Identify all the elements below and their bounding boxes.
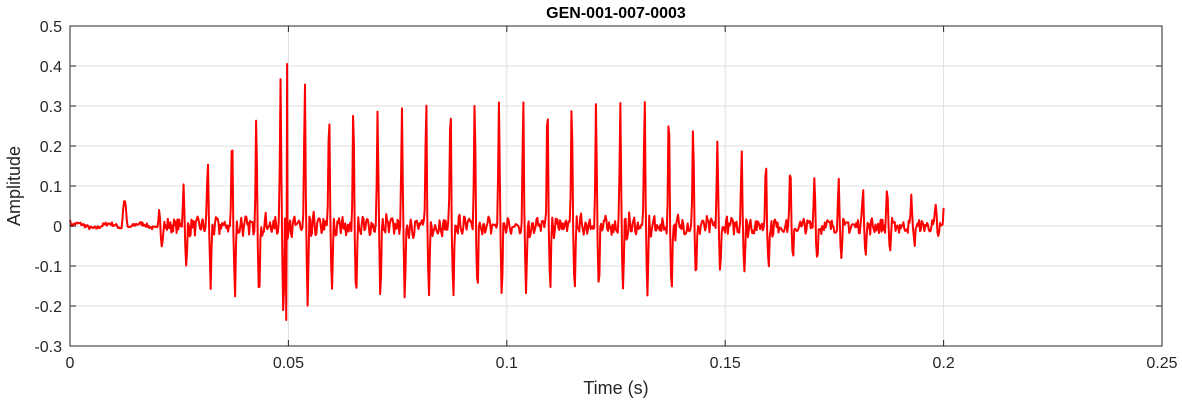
x-tick-labels: 0 0.05 0.1 0.15 0.2 0.25 [66,355,1178,372]
x-axis-label: Time (s) [583,378,648,398]
y-tick-label: -0.3 [34,339,62,356]
waveform-line [69,63,945,321]
x-tick-label: 0.15 [710,355,741,372]
y-tick-label: 0.4 [40,59,62,76]
y-tick-label: 0.2 [40,139,62,156]
y-axis-label: Amplitude [4,146,24,226]
y-tick-label: 0.3 [40,99,62,116]
chart-title: GEN-001-007-0003 [546,5,686,22]
y-tick-label: 0 [53,219,62,236]
y-tick-label: 0.1 [40,179,62,196]
y-tick-label: 0.5 [40,19,62,36]
x-tick-label: 0.25 [1146,355,1177,372]
series-layer [69,63,945,321]
x-tick-label: 0.1 [496,355,518,372]
x-tick-label: 0.05 [273,355,304,372]
y-tick-labels: -0.3 -0.2 -0.1 0 0.1 0.2 0.3 0.4 0.5 [34,19,62,356]
x-tick-label: 0.2 [932,355,954,372]
y-tick-label: -0.1 [34,259,62,276]
y-tick-label: -0.2 [34,299,62,316]
x-tick-label: 0 [66,355,75,372]
tick-marks [69,25,1163,347]
